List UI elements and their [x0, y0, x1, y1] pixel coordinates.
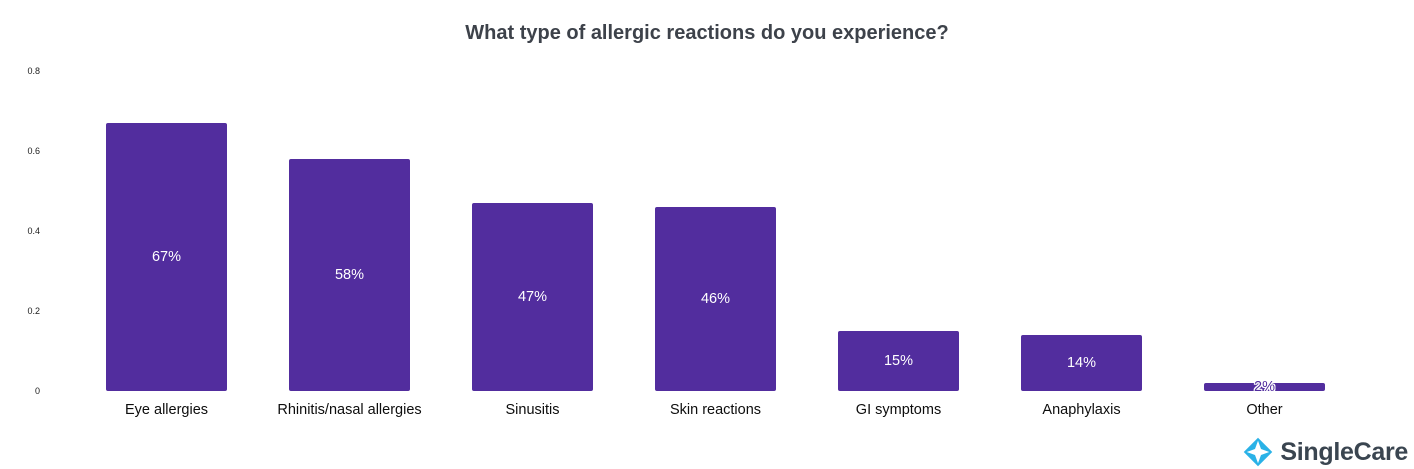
y-tick-label: 0.4 [27, 226, 40, 236]
bar-value-label: 14% [1066, 355, 1097, 371]
bar-group-rhinitis-nasal-allergies: 58% Rhinitis/nasal allergies [258, 71, 441, 418]
category-label: Rhinitis/nasal allergies [277, 402, 422, 418]
y-tick-label: 0.2 [27, 306, 40, 316]
bar-value-label: 67% [151, 249, 182, 265]
bar-sinusitis: 47% [472, 203, 593, 391]
category-label: Eye allergies [124, 402, 209, 418]
plot-area: 67% Eye allergies 58% Rhinitis/nasal allerg… [75, 71, 1356, 418]
bar-rhinitis-nasal-allergies: 58% [289, 159, 410, 391]
bar-value-label: 15% [883, 353, 914, 369]
chart-title: What type of allergic reactions do you e… [465, 22, 949, 44]
category-label: Sinusitis [505, 402, 560, 418]
bar-other: 2% [1204, 379, 1325, 395]
bar-group-other: 2% Other [1173, 71, 1356, 418]
bar-group-gi-symptoms: 15% GI symptoms [807, 71, 990, 418]
bar-group-eye-allergies: 67% Eye allergies [75, 71, 258, 418]
category-label: Skin reactions [669, 402, 762, 418]
bar-group-anaphylaxis: 14% Anaphylaxis [990, 71, 1173, 418]
bar-group-skin-reactions: 46% Skin reactions [624, 71, 807, 418]
singlecare-logo: SingleCare [1243, 437, 1408, 467]
y-tick-label: 0.8 [27, 66, 40, 76]
category-label: Anaphylaxis [1042, 402, 1121, 418]
y-tick-label: 0.6 [27, 146, 40, 156]
bar-value-label: 46% [700, 291, 731, 307]
singlecare-diamond-icon [1244, 437, 1273, 467]
bar-gi-symptoms: 15% [838, 331, 959, 391]
bar-anaphylaxis: 14% [1021, 335, 1142, 391]
bar-group-sinusitis: 47% Sinusitis [441, 71, 624, 418]
category-label: GI symptoms [855, 402, 942, 418]
bar-value-label: 58% [334, 267, 365, 283]
bar-value-label: 2% [1254, 379, 1275, 395]
bar-skin-reactions: 46% [655, 207, 776, 391]
y-tick-label: 0 [34, 386, 40, 396]
bar-value-label: 47% [517, 289, 548, 305]
bar-eye-allergies: 67% [106, 123, 227, 391]
singlecare-logo-text: SingleCare [1280, 437, 1408, 466]
category-label: Other [1246, 402, 1283, 418]
